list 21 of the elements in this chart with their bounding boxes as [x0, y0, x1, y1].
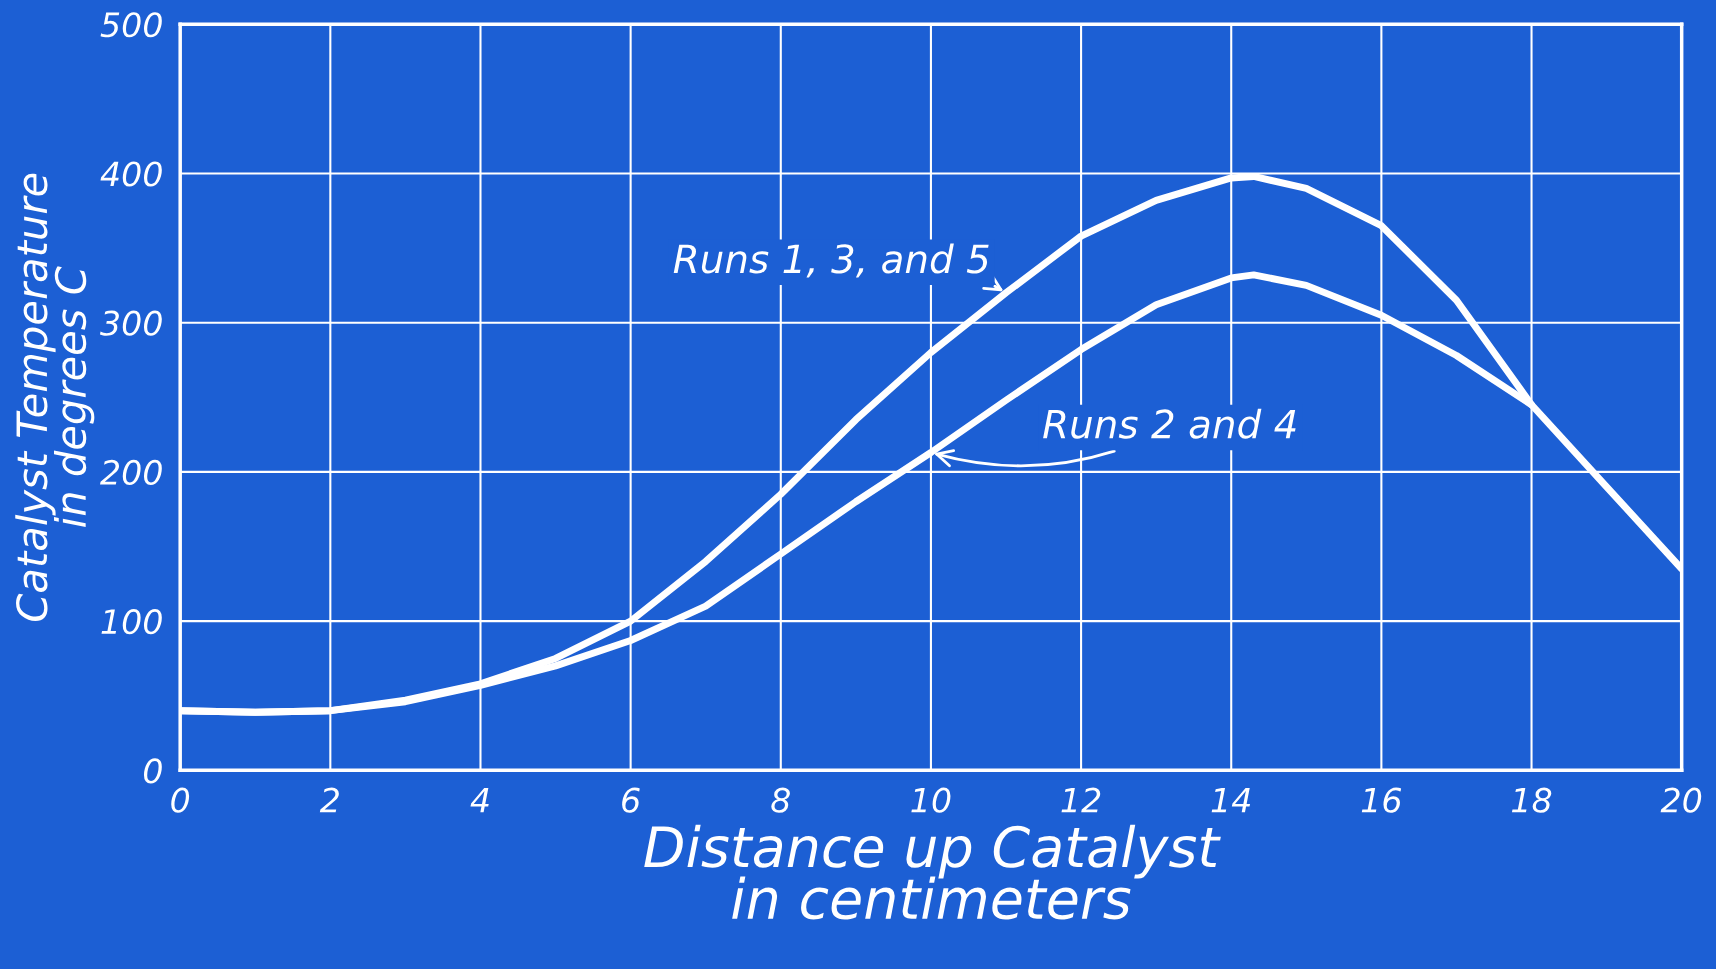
legend-label: Runs 1, 3, and 5 — [673, 243, 989, 278]
x-tick-label: 14 — [1211, 788, 1251, 813]
x-tick-label: 12 — [1061, 787, 1101, 813]
y-tick-label: 300 — [99, 310, 162, 336]
x-tick-label: 10 — [911, 787, 951, 813]
y-tick-label: 500 — [100, 12, 162, 38]
x-tick-label: 2 — [319, 787, 339, 813]
x-tick-label: 8 — [771, 787, 790, 813]
y-tick-label: 100 — [101, 609, 162, 635]
x-tick-label: 20 — [1660, 787, 1702, 813]
x-tick-label: 16 — [1361, 787, 1402, 813]
x-tick-label: 4 — [470, 788, 489, 813]
x-tick-label: 6 — [622, 787, 640, 813]
x-axis-title: Distance up Catalyst in centimeters — [644, 824, 1221, 920]
x-tick-label: 18 — [1511, 787, 1552, 813]
y-tick-label: 0 — [143, 758, 162, 784]
x-tick-label: 0 — [171, 787, 190, 813]
y-axis-title: Catalyst Temperature in degrees C — [15, 173, 95, 621]
y-tick-label: 200 — [100, 459, 162, 486]
series-label: Runs 2 and 4 — [1043, 408, 1296, 439]
y-tick-label: 400 — [100, 161, 162, 187]
